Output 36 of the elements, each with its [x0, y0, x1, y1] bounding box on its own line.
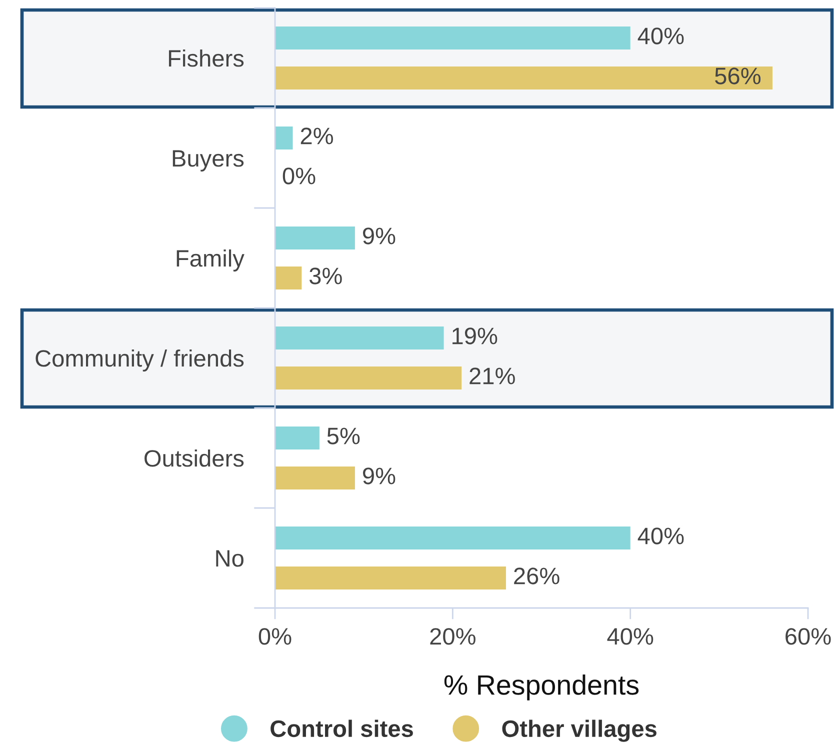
data-label: 9% — [363, 468, 396, 484]
data-label: 26% — [514, 568, 560, 584]
x-tick-label: 0% — [258, 628, 292, 645]
data-label: 21% — [470, 368, 515, 384]
x-tick-label: 60% — [786, 628, 831, 645]
x-tick-label: 40% — [607, 628, 654, 645]
legend-label: Control sites — [270, 720, 413, 738]
data-label: 2% — [300, 128, 333, 144]
y-tick-label: Family — [176, 249, 244, 272]
x-axis-title: % Respondents — [444, 674, 639, 700]
bar — [275, 226, 355, 250]
x-tick-label: 20% — [430, 628, 476, 645]
bar — [275, 466, 355, 490]
bar — [275, 426, 320, 450]
data-label: 0% — [282, 168, 316, 184]
data-label: 40% — [638, 28, 684, 44]
data-label: 19% — [452, 328, 498, 344]
y-tick-label: Buyers — [172, 150, 244, 172]
bar — [275, 366, 462, 390]
y-tick-label: Community / friends — [36, 349, 244, 372]
bar — [275, 26, 630, 50]
bar — [275, 66, 772, 90]
y-tick-label: Outsiders — [144, 449, 244, 467]
bar — [275, 266, 302, 290]
bar — [275, 566, 506, 590]
data-label: 5% — [327, 428, 360, 444]
bar — [275, 526, 630, 550]
bar — [275, 326, 444, 350]
bar — [275, 126, 293, 150]
data-label: 3% — [309, 268, 342, 284]
y-tick-label: Fishers — [168, 49, 244, 67]
legend-label: Other villages — [502, 720, 656, 742]
y-tick-label: No — [216, 550, 244, 567]
data-label: 56% — [715, 68, 761, 84]
data-label: 40% — [638, 528, 684, 544]
data-label: 9% — [363, 228, 396, 244]
